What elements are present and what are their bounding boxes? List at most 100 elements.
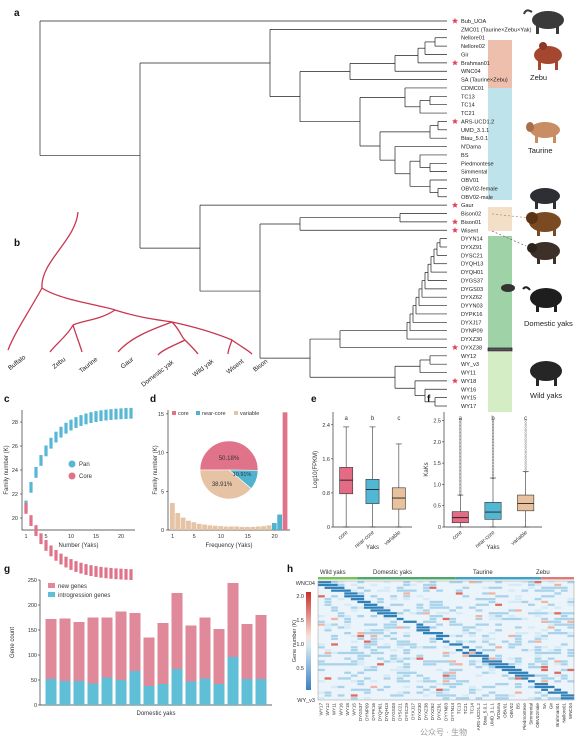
pie-slice: [199, 469, 252, 500]
outlier-point: [459, 467, 462, 470]
heatmap-cell: [337, 586, 345, 589]
heatmap-cell: [344, 592, 352, 595]
heatmap-cell: [567, 620, 575, 623]
heatmap-cell: [331, 685, 338, 689]
heatmap-cell: [462, 694, 470, 697]
heatmap-cell: [534, 691, 542, 694]
heatmap-cell: [455, 663, 463, 666]
heatmap-cell: [383, 612, 391, 615]
column-label: TC13: [456, 703, 461, 715]
outlier-point: [459, 491, 462, 494]
column-label: WY17: [319, 703, 324, 716]
outlier-point: [491, 467, 495, 471]
pan-point: [59, 426, 63, 438]
heatmap-cell: [541, 586, 548, 589]
tree-leaf-label: Wisent: [461, 228, 479, 234]
heatmap-cell: [475, 615, 483, 618]
heatmap-cell: [508, 671, 516, 674]
heatmap-cell: [370, 649, 378, 652]
heatmap-cell: [534, 649, 542, 652]
domestic-yak-icon: [522, 286, 562, 312]
heatmap-cell: [429, 581, 437, 584]
bar-introgression: [129, 671, 141, 705]
heatmap-cell: [475, 646, 483, 649]
heatmap-cell: [442, 654, 450, 657]
heatmap-cell: [331, 581, 338, 584]
column-label: ARS-UCD1.2: [476, 703, 481, 731]
heatmap-cell: [514, 677, 522, 680]
heatmap-cell: [409, 612, 417, 615]
heatmap-cell: [396, 603, 404, 606]
heatmap-cell: [350, 589, 358, 592]
bar-introgression: [73, 681, 85, 705]
heatmap-cell: [390, 649, 397, 652]
heatmap-cell: [337, 685, 345, 689]
heatmap-cell: [396, 589, 404, 592]
tree-leaf-label: Gir: [461, 52, 469, 58]
panel-label-f: f: [427, 394, 431, 405]
heatmap-cell: [455, 592, 463, 595]
zebu-icon: [534, 42, 562, 70]
tree-branches: [39, 20, 531, 407]
tree-leaf-label: TC21: [461, 111, 475, 117]
heatmap-cell: [560, 677, 568, 680]
heatmap-cell: [514, 598, 522, 601]
outlier-point: [491, 463, 495, 466]
heatmap-cell: [350, 660, 358, 663]
histogram-bar: [191, 522, 197, 530]
heatmap-cell: [488, 598, 496, 601]
heatmap-cell: [514, 609, 522, 612]
heatmap-cell: [508, 646, 516, 649]
heatmap-cell: [337, 581, 345, 584]
heatmap-cell: [528, 603, 535, 606]
heatmap-cell: [403, 598, 411, 601]
tree-leaf-label: Btau_5.0.1: [461, 136, 488, 142]
heatmap-cell: [495, 694, 502, 697]
heatmap-cell: [449, 660, 457, 663]
heatmap-cell: [495, 595, 502, 598]
heatmap-cell: [429, 663, 437, 666]
heatmap-cell: [403, 626, 411, 629]
heatmap-cell: [468, 691, 476, 694]
heatmap-cell: [390, 598, 397, 601]
heatmap-cell: [383, 626, 391, 629]
group-label: Taurine: [473, 570, 493, 576]
heatmap-cell: [324, 654, 332, 657]
heatmap-cell: [468, 688, 476, 691]
bar-new-genes: [143, 637, 155, 686]
heatmap-cell: [357, 634, 365, 638]
legend-tick-label: 1.0: [296, 642, 304, 648]
heatmap-cell: [416, 685, 424, 689]
heatmap-cell: [370, 643, 378, 646]
pan-point: [69, 419, 73, 431]
heatmap-cell: [541, 634, 548, 638]
heatmap-cell: [423, 609, 430, 612]
heatmap-cell: [567, 600, 575, 604]
heatmap-cell: [403, 671, 411, 674]
heatmap-cell: [488, 637, 496, 640]
heatmap-cell: [468, 651, 476, 655]
heatmap-cell: [324, 694, 332, 697]
heatmap-cell: [396, 617, 404, 621]
outlier-point: [459, 436, 462, 439]
heatmap-cell: [488, 586, 496, 589]
heatmap-cell: [455, 623, 463, 626]
heatmap-cell: [363, 677, 371, 680]
heatmap-cell: [423, 589, 430, 592]
heatmap-cell: [547, 685, 555, 689]
column-label: Nellore01: [561, 703, 566, 723]
outlier-point: [459, 470, 462, 473]
heatmap-cell: [363, 654, 371, 657]
heatmap-cell: [475, 581, 483, 584]
heatmap-cell: [324, 649, 332, 652]
heatmap-cell: [383, 634, 391, 638]
heatmap-cell: [508, 657, 516, 660]
tree-leaf-label: WY15: [461, 396, 476, 402]
heatmap-cell: [377, 632, 384, 635]
heatmap-cell: [468, 606, 476, 609]
heatmap-cell: [547, 603, 555, 606]
core-point: [114, 568, 118, 580]
outlier-point: [491, 436, 495, 439]
heatmap-cell: [318, 660, 325, 663]
outlier-point: [524, 436, 527, 439]
